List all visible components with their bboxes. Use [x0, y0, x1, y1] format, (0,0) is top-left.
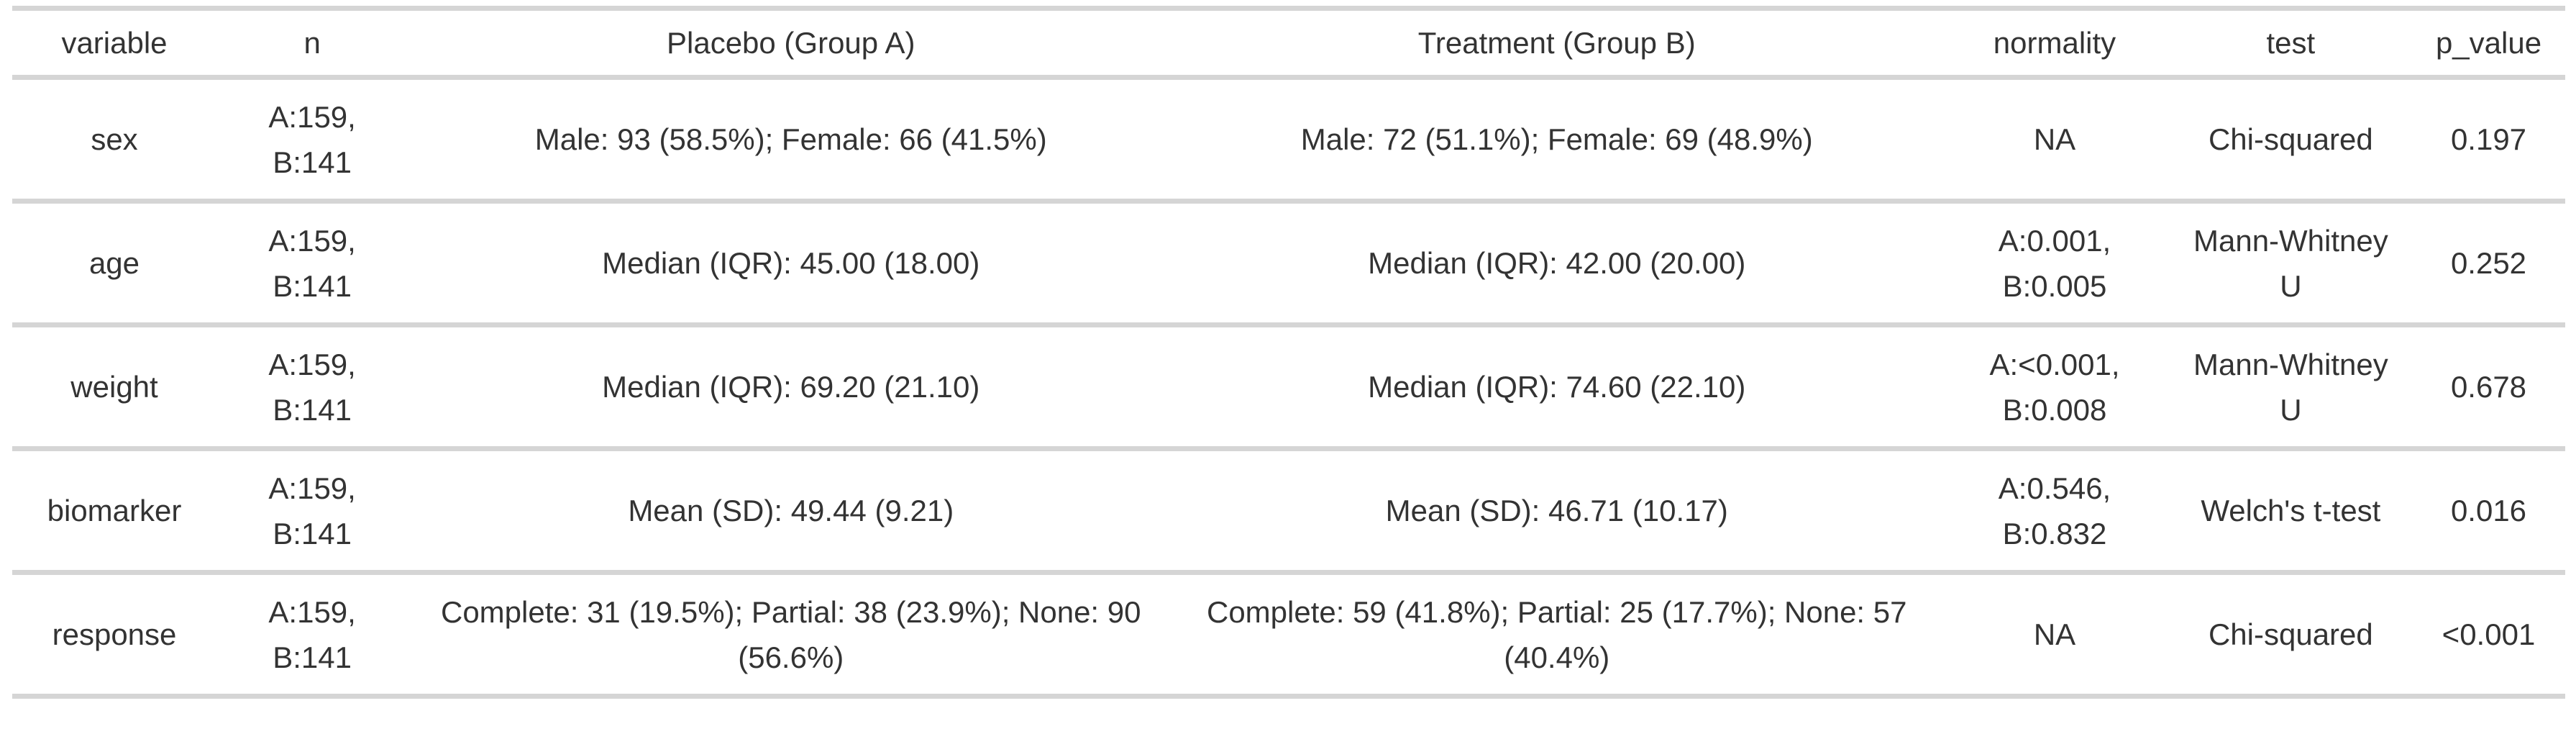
- cell-p-value: 0.252: [2450, 246, 2527, 280]
- cell-variable: weight: [70, 370, 158, 404]
- column-header-treatment: Treatment (Group B): [1417, 26, 1696, 60]
- group-comparison-table-container: variable n Placebo (Group A) Treatment (…: [12, 6, 2565, 699]
- column-header-p-value: p_value: [2435, 26, 2542, 60]
- cell-normality: NA: [2033, 122, 2076, 156]
- cell-treatment: Median (IQR): 42.00 (20.00): [1368, 246, 1746, 280]
- cell-variable: age: [88, 246, 140, 280]
- cell-n: A:159, B:141: [268, 99, 356, 179]
- cell-n: A:159, B:141: [268, 594, 356, 674]
- table-body: sex A:159, B:141 Male: 93 (58.5%); Femal…: [12, 78, 2565, 697]
- cell-n: A:159, B:141: [268, 347, 356, 427]
- cell-test: Chi-squared: [2208, 122, 2373, 156]
- cell-p-value: 0.678: [2450, 370, 2527, 404]
- cell-treatment: Median (IQR): 74.60 (22.10): [1368, 370, 1746, 404]
- cell-placebo: Male: 93 (58.5%); Female: 66 (41.5%): [534, 122, 1047, 156]
- cell-p-value: 0.197: [2450, 122, 2527, 156]
- column-header-variable: variable: [61, 26, 168, 60]
- cell-test: Mann-Whitney U: [2193, 347, 2388, 427]
- cell-variable: sex: [91, 122, 138, 156]
- cell-n: A:159, B:141: [268, 223, 356, 303]
- table-row: sex A:159, B:141 Male: 93 (58.5%); Femal…: [12, 78, 2565, 201]
- cell-test: Welch's t-test: [2201, 494, 2381, 527]
- cell-placebo: Median (IQR): 45.00 (18.00): [602, 246, 980, 280]
- cell-p-value: <0.001: [2442, 617, 2536, 651]
- cell-variable: biomarker: [47, 494, 182, 527]
- column-header-normality: normality: [1993, 26, 2116, 60]
- cell-test: Mann-Whitney U: [2193, 223, 2388, 303]
- group-comparison-table: variable n Placebo (Group A) Treatment (…: [12, 6, 2565, 699]
- cell-treatment: Complete: 59 (41.8%); Partial: 25 (17.7%…: [1206, 594, 1907, 674]
- table-row: biomarker A:159, B:141 Mean (SD): 49.44 …: [12, 449, 2565, 573]
- cell-n: A:159, B:141: [268, 471, 356, 550]
- column-header-test: test: [2266, 26, 2316, 60]
- cell-variable: response: [52, 617, 177, 651]
- table-row: weight A:159, B:141 Median (IQR): 69.20 …: [12, 325, 2565, 449]
- cell-normality: A:0.546, B:0.832: [1998, 471, 2111, 550]
- cell-treatment: Mean (SD): 46.71 (10.17): [1385, 494, 1728, 527]
- cell-normality: A:<0.001, B:0.008: [1989, 347, 2120, 427]
- table-row: response A:159, B:141 Complete: 31 (19.5…: [12, 573, 2565, 697]
- table-header: variable n Placebo (Group A) Treatment (…: [12, 8, 2565, 78]
- column-header-placebo: Placebo (Group A): [666, 26, 915, 60]
- cell-treatment: Male: 72 (51.1%); Female: 69 (48.9%): [1300, 122, 1813, 156]
- table-row: age A:159, B:141 Median (IQR): 45.00 (18…: [12, 201, 2565, 325]
- cell-placebo: Mean (SD): 49.44 (9.21): [628, 494, 954, 527]
- column-header-n: n: [303, 26, 321, 60]
- cell-placebo: Median (IQR): 69.20 (21.10): [602, 370, 980, 404]
- cell-placebo: Complete: 31 (19.5%); Partial: 38 (23.9%…: [440, 594, 1141, 674]
- cell-test: Chi-squared: [2208, 617, 2373, 651]
- header-row: variable n Placebo (Group A) Treatment (…: [12, 8, 2565, 78]
- cell-p-value: 0.016: [2450, 494, 2527, 527]
- cell-normality: NA: [2033, 617, 2076, 651]
- cell-normality: A:0.001, B:0.005: [1998, 223, 2111, 303]
